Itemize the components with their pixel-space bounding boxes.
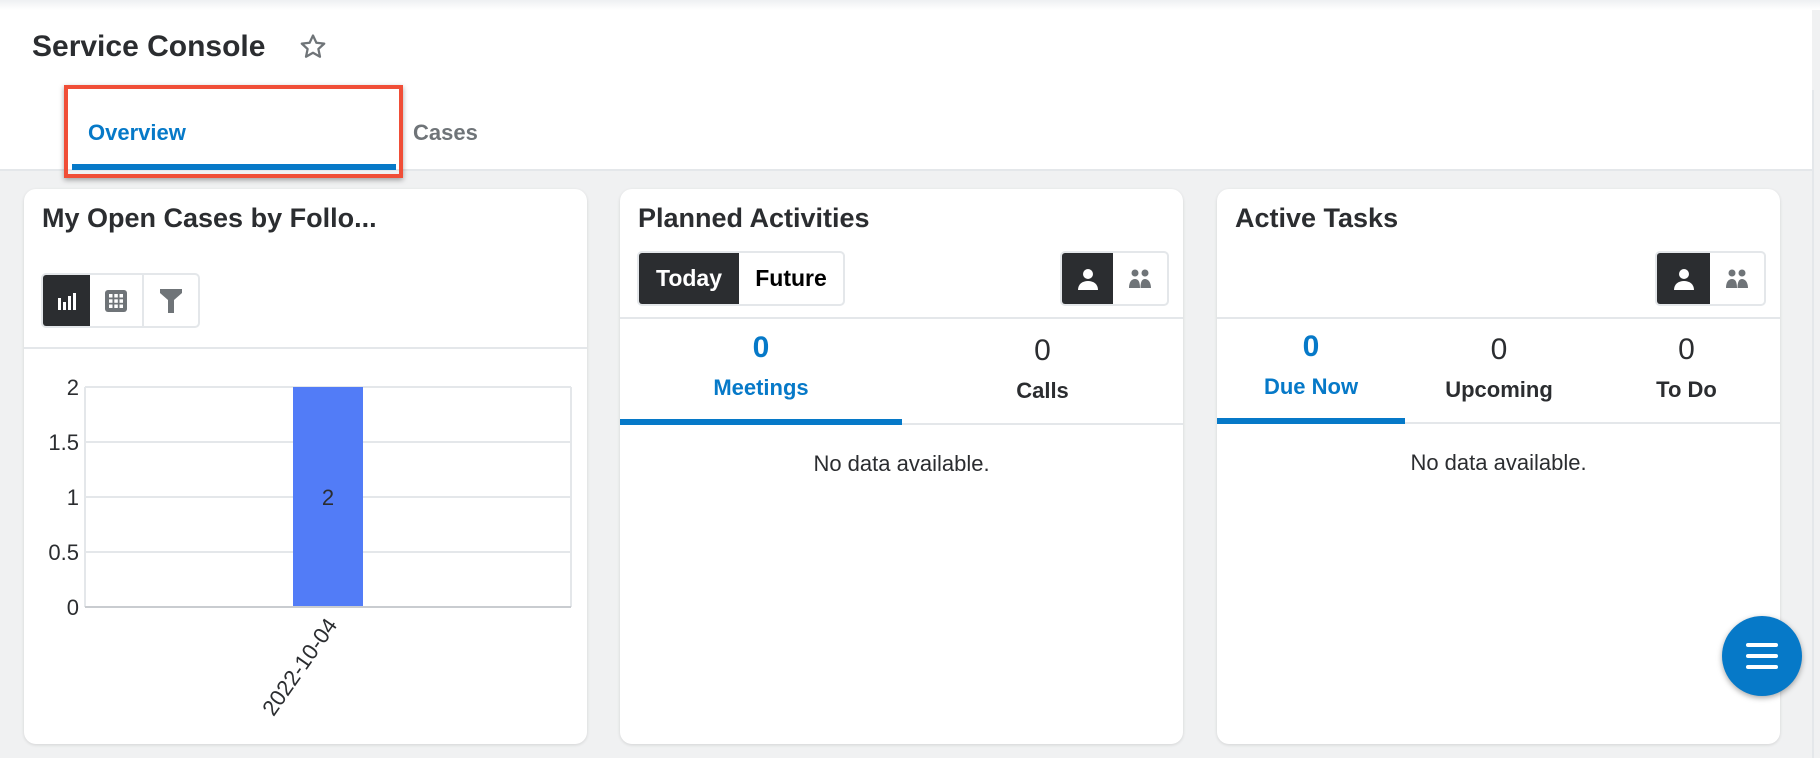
menu-fab-button[interactable] xyxy=(1722,616,1802,696)
tab-overview[interactable]: Overview xyxy=(88,120,186,145)
dashlet-title: Planned Activities xyxy=(638,203,870,233)
data-label: 2 xyxy=(322,485,334,510)
count-value: 0 xyxy=(752,331,770,364)
x-tick-label: 2022-10-04 xyxy=(257,614,342,721)
dashlet-divider xyxy=(1217,422,1780,424)
count-upcoming[interactable]: 0 Upcoming xyxy=(1405,333,1593,403)
range-toggle: Today Future xyxy=(637,251,845,306)
count-meetings[interactable]: 0 Meetings xyxy=(620,331,902,401)
count-value: 0 xyxy=(1678,333,1695,366)
dashlet-title: My Open Cases by Follo... xyxy=(42,203,377,233)
user-icon xyxy=(1673,268,1694,290)
bar-chart-icon xyxy=(57,292,76,310)
users-icon xyxy=(1726,269,1748,288)
count-due-now[interactable]: 0 Due Now xyxy=(1217,330,1405,400)
user-icon xyxy=(1077,268,1098,290)
grid-icon xyxy=(105,289,127,312)
count-label: Due Now xyxy=(1263,374,1359,399)
star-outline-icon[interactable] xyxy=(298,32,328,62)
user-scope-toggle xyxy=(1060,251,1169,306)
filter-icon xyxy=(160,288,182,313)
future-button[interactable]: Future xyxy=(755,265,827,291)
count-label: Upcoming xyxy=(1445,377,1553,402)
count-value: 0 xyxy=(1490,333,1508,366)
my-items-button[interactable] xyxy=(1657,253,1710,304)
count-value: 0 xyxy=(1302,330,1320,363)
menu-icon xyxy=(1746,643,1778,647)
count-label: To Do xyxy=(1656,377,1717,402)
dashlet-title: Active Tasks xyxy=(1235,203,1399,233)
count-label: Meetings xyxy=(713,375,809,400)
active-count-indicator xyxy=(620,419,902,425)
team-items-button[interactable] xyxy=(1710,253,1764,304)
filter-button[interactable] xyxy=(144,275,198,326)
count-calls[interactable]: 0 Calls xyxy=(902,334,1183,404)
dashlet-planned-activities: Planned Activities Today Future 0 Meeting… xyxy=(620,189,1183,744)
bar-chart: 0 0.5 1 1.5 2 2 2022-10-04 xyxy=(48,375,572,721)
chart-view-toggle xyxy=(41,273,200,328)
y-tick-label: 2 xyxy=(67,375,79,400)
user-scope-toggle xyxy=(1655,251,1766,306)
users-icon xyxy=(1129,269,1151,288)
dashlet-open-cases: My Open Cases by Follo... 0 0.5 1 1.5 2 2 2022… xyxy=(24,189,587,744)
today-button[interactable]: Today xyxy=(639,253,739,304)
active-tab-indicator xyxy=(72,164,396,170)
active-count-indicator xyxy=(1217,418,1405,424)
grid-view-button[interactable] xyxy=(90,275,144,326)
empty-message: No data available. xyxy=(813,451,990,476)
y-tick-label: 0.5 xyxy=(48,540,79,565)
top-shade xyxy=(0,0,1820,10)
bar xyxy=(293,387,363,607)
count-to-do[interactable]: 0 To Do xyxy=(1593,333,1780,403)
y-tick-label: 1 xyxy=(67,485,79,510)
y-tick-label: 0 xyxy=(67,595,79,620)
count-label: Calls xyxy=(1016,378,1069,403)
dashlet-active-tasks: Active Tasks 0 Due Now 0 Upcoming 0 To Do N… xyxy=(1217,189,1780,744)
scroll-edge xyxy=(1812,90,1814,758)
empty-message: No data available. xyxy=(1410,450,1587,475)
page-title: Service Console xyxy=(32,30,266,63)
dashlet-divider xyxy=(24,347,587,349)
team-items-button[interactable] xyxy=(1113,253,1167,304)
tab-cases[interactable]: Cases xyxy=(413,120,478,145)
dashlet-divider xyxy=(1217,317,1780,319)
y-tick-label: 1.5 xyxy=(48,430,79,455)
my-items-button[interactable] xyxy=(1062,253,1113,304)
dashlet-divider xyxy=(620,317,1183,319)
bar-chart-button[interactable] xyxy=(43,275,90,326)
count-value: 0 xyxy=(1034,334,1051,367)
highlight-box xyxy=(64,85,403,178)
